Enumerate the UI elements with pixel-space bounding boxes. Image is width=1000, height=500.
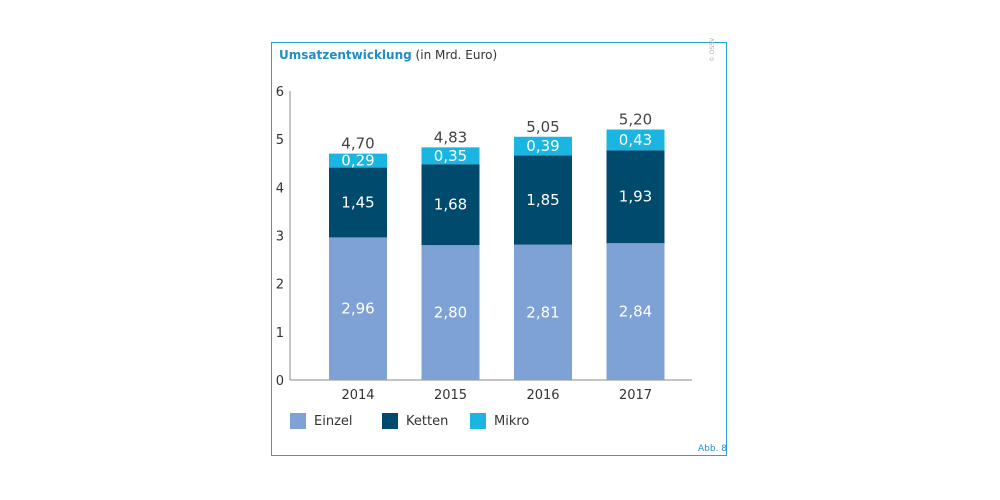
- y-tick-labels: 0 1 2 3 4 5 6: [276, 85, 284, 389]
- bar-segment-ketten: [421, 164, 480, 246]
- legend-item-einzel: Einzel: [290, 412, 353, 430]
- bar-value-label: 2,84: [619, 303, 652, 321]
- legend-label-mikro: Mikro: [494, 413, 530, 429]
- y-tick-label: 4: [276, 181, 284, 196]
- bar-segment-einzel: [329, 237, 387, 380]
- bar-segment-mikro: [514, 136, 572, 156]
- figure-number: Abb. 8: [698, 444, 728, 454]
- bar-value-label: 2,81: [526, 303, 559, 321]
- legend-swatch-einzel: [290, 413, 306, 429]
- y-tick-label: 0: [276, 374, 284, 389]
- legend-item-mikro: Mikro: [470, 412, 529, 430]
- y-tick-label: 2: [276, 278, 284, 293]
- legend-label-einzel: Einzel: [314, 413, 353, 429]
- bar-segment-einzel: [514, 244, 572, 380]
- y-tick-label: 1: [276, 326, 284, 341]
- chart-title: Umsatzentwicklung (in Mrd. Euro): [279, 48, 497, 62]
- chart-subtitle: (in Mrd. Euro): [415, 48, 498, 62]
- y-tick-label: 5: [276, 133, 284, 148]
- bar-segment-einzel: [421, 245, 480, 380]
- bar-total-label: 4,83: [434, 128, 467, 146]
- bar-segment-ketten: [514, 155, 572, 245]
- bar-value-label: 2,80: [434, 304, 467, 322]
- bar-segment-mikro: [421, 147, 480, 165]
- legend-label-ketten: Ketten: [406, 413, 449, 429]
- bar-segment-einzel: [606, 243, 665, 380]
- bar-value-label: 1,93: [619, 188, 652, 206]
- bar-value-label: 1,68: [434, 196, 467, 214]
- bar-value-label: 1,85: [526, 191, 559, 209]
- x-tick-labels: 2014 2015 2016 2017: [341, 388, 652, 403]
- legend-item-ketten: Ketten: [382, 412, 448, 430]
- bar-value-label: 2,96: [341, 300, 374, 318]
- bar-segment-ketten: [606, 150, 665, 244]
- bar-total-label: 5,05: [526, 118, 559, 136]
- bar-segment-mikro: [329, 153, 387, 168]
- chart-frame: [271, 42, 727, 456]
- x-tick-label: 2015: [434, 388, 467, 403]
- y-tick-label: 6: [276, 85, 284, 100]
- bar-total-label: 4,70: [341, 135, 374, 153]
- bar-value-label: 1,45: [341, 194, 374, 212]
- bar-total-label: 5,20: [619, 111, 652, 129]
- bar-value-label: 0,35: [434, 147, 467, 165]
- bar-segment-ketten: [329, 167, 387, 238]
- x-tick-label: 2016: [526, 388, 559, 403]
- y-tick-label: 3: [276, 230, 284, 245]
- bar-value-label: 0,39: [526, 137, 559, 155]
- x-tick-label: 2014: [341, 388, 374, 403]
- bar-groups: 2,96 1,45 0,294,70 2,80 1,68 0,354,83 2,81 1,85…: [329, 111, 665, 380]
- chart-title-main: Umsatzentwicklung: [279, 48, 412, 62]
- bar-value-label: 0,29: [341, 152, 374, 170]
- legend-swatch-mikro: [470, 413, 486, 429]
- x-tick-label: 2017: [619, 388, 652, 403]
- bar-value-label: 0,43: [619, 131, 652, 149]
- bar-segment-mikro: [606, 129, 665, 151]
- legend-swatch-ketten: [382, 413, 398, 429]
